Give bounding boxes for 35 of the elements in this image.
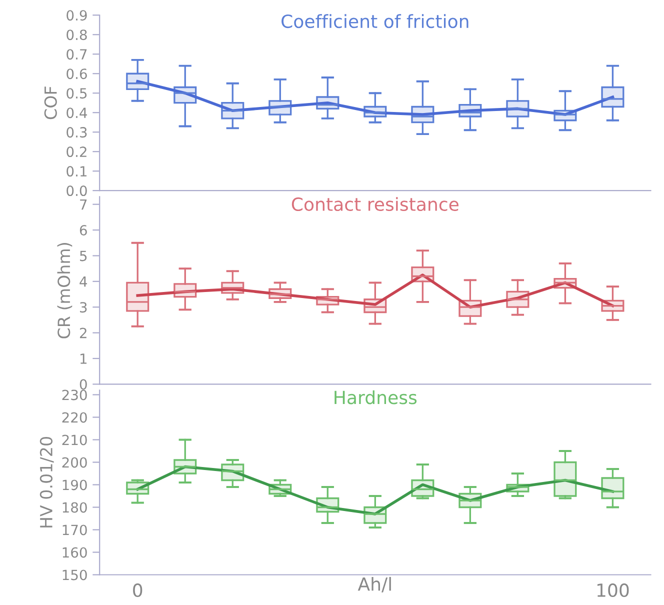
y-tick-label: 170	[62, 524, 87, 536]
y-tick-label: 0.2	[66, 146, 86, 158]
y-tick-label: 0.0	[66, 186, 87, 196]
y-tick-label: 200	[62, 457, 87, 468]
y-tick-label: 4	[80, 276, 88, 287]
y-tick-label: 0.5	[66, 88, 87, 99]
y-tick-label: 5	[80, 250, 87, 262]
y-tick-label: 210	[62, 434, 87, 446]
x-tick-label: 100	[597, 583, 629, 598]
y-tick-label: 0.8	[66, 30, 87, 40]
y-tick-label: 0.1	[66, 166, 87, 177]
y-tick-label: 0.4	[66, 108, 88, 118]
y-tick-label: 0.9	[66, 10, 87, 21]
y-tick-label: 1	[80, 354, 87, 364]
y-axis-title: CR (mOhm)	[57, 242, 72, 338]
y-tick-label: 160	[62, 547, 87, 558]
y-tick-label: 3	[80, 302, 87, 313]
chart-title: Hardness	[334, 390, 417, 404]
y-axis-title: HV 0.01/20	[40, 437, 54, 528]
y-tick-label: 0.7	[66, 49, 87, 60]
y-tick-label: 150	[62, 570, 87, 580]
x-axis-title: Ah/l	[358, 576, 391, 592]
y-axis-title: COF	[44, 86, 57, 120]
y-tick-label: 190	[62, 480, 87, 490]
y-tick-label: 0.3	[66, 127, 87, 138]
y-tick-label: 6	[80, 224, 87, 236]
y-tick-label: 0.6	[66, 68, 87, 80]
y-tick-label: 230	[62, 390, 87, 400]
chart-title: Contact resistance	[292, 197, 458, 212]
y-tick-label: 180	[62, 502, 87, 513]
y-tick-label: 7	[80, 199, 87, 210]
y-tick-label: 220	[62, 412, 87, 423]
y-tick-label: 0	[80, 379, 87, 390]
chart-title: Coefficient of friction	[282, 14, 468, 28]
y-tick-label: 2	[80, 328, 86, 338]
